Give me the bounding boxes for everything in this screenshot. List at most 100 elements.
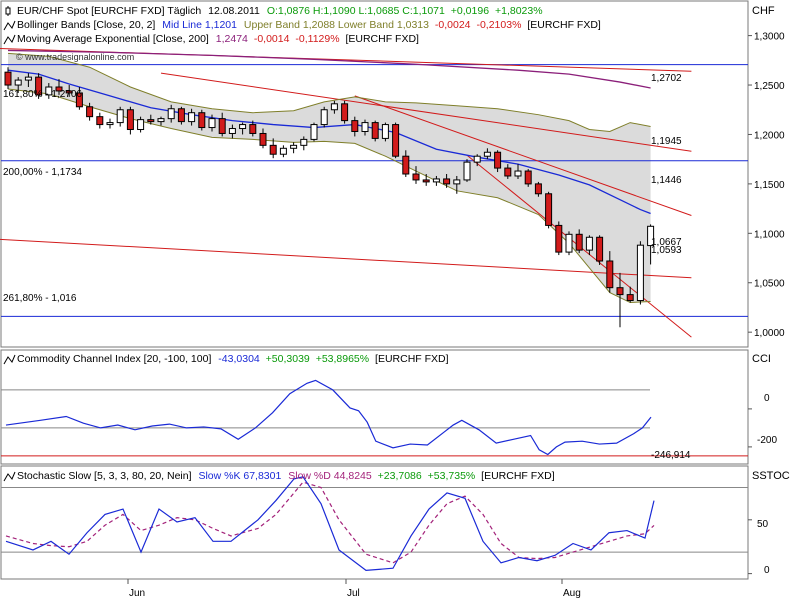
- trendline-label-4: 1,0667: [651, 237, 682, 248]
- candle: [361, 119, 369, 136]
- candle: [330, 100, 338, 114]
- candle-body: [35, 76, 43, 96]
- candle: [432, 175, 440, 186]
- trendline-label-2: 1,1945: [651, 136, 682, 147]
- candle: [636, 241, 644, 305]
- candle: [494, 150, 502, 173]
- candle: [116, 106, 124, 127]
- candle-body: [412, 173, 420, 181]
- month-label-jul: Jul: [347, 588, 360, 599]
- time-axis: Jun Jul Aug: [127, 579, 581, 599]
- candle: [534, 181, 542, 197]
- trendline: [0, 238, 692, 279]
- candle: [75, 87, 83, 110]
- candle: [4, 67, 12, 89]
- trendline-label-5: 1,0593: [651, 245, 682, 256]
- trendline-label-1: 1,2702: [651, 73, 682, 84]
- candle: [86, 102, 94, 121]
- ema-legend-value: 1,2474: [216, 33, 248, 45]
- cci-min-label: -246,914: [651, 450, 691, 461]
- candle: [96, 112, 104, 129]
- candle: [24, 73, 32, 88]
- candle: [616, 272, 624, 328]
- svg-text:Commodity Channel Index [20, -: Commodity Channel Index [20, -100, 100] …: [17, 353, 449, 365]
- candle: [310, 122, 318, 142]
- candle: [320, 106, 328, 128]
- watermark: © www.tradesignalonline.com: [16, 52, 134, 62]
- candle: [126, 106, 134, 135]
- bollinger-legend-change: -0,0024: [435, 19, 471, 31]
- candle-body: [626, 294, 634, 302]
- bollinger-band-area: [8, 53, 651, 303]
- stoch-legend: Stochastic Slow [5, 3, 3, 80, 20, Nein] …: [3, 470, 555, 482]
- bollinger-legend-bands: Upper Band 1,2088 Lower Band 1,0313: [244, 19, 429, 31]
- stoch-panel-frame: [0, 465, 749, 580]
- candle-body: [198, 112, 206, 129]
- ema-legend-symbol: [EURCHF FXD]: [345, 33, 419, 45]
- candle: [351, 116, 359, 137]
- candle: [422, 174, 430, 186]
- line-icon: [3, 34, 16, 45]
- candle-body: [55, 86, 63, 92]
- stoch-legend-k: Slow %K 67,8301: [198, 470, 281, 482]
- ema-legend-change: -0,0014: [254, 33, 290, 45]
- candle: [300, 136, 308, 151]
- candle-body: [290, 144, 298, 149]
- stoch-d-line: [5, 481, 655, 564]
- candlesticks: [4, 67, 655, 328]
- candle: [381, 122, 389, 142]
- candle-body: [167, 108, 175, 120]
- candle: [585, 235, 593, 256]
- bollinger-legend-mid: Mid Line 1,1201: [162, 19, 237, 31]
- candle: [453, 175, 461, 194]
- candle-body: [86, 106, 94, 118]
- candle: [483, 148, 491, 160]
- price-panel-frame: [0, 0, 749, 348]
- svg-text:Moving Average Exponential [Cl: Moving Average Exponential [Close, 200] …: [17, 33, 419, 45]
- candle: [565, 231, 573, 256]
- candle: [198, 109, 206, 131]
- stoch-legend-change: +23,7086: [378, 470, 422, 482]
- candle-body: [157, 118, 165, 123]
- bollinger-legend-title: Bollinger Bands [Close, 20, 2]: [17, 19, 155, 31]
- candle: [14, 77, 22, 93]
- stoch-tick-0: 0: [764, 565, 770, 576]
- candle-body: [300, 138, 308, 146]
- stoch-axis-label: SSTOC: [752, 470, 790, 482]
- candle: [249, 120, 257, 137]
- candle-body: [545, 193, 553, 226]
- svg-text:EUR/CHF Spot [EURCHF FXD] Tägl: EUR/CHF Spot [EURCHF FXD] Täglich 12.08.…: [17, 5, 543, 17]
- price-tick-label: 1,2000: [754, 130, 785, 141]
- fib-161-label: 161,80% - 1,2706: [3, 89, 82, 100]
- candle: [35, 73, 43, 99]
- candle-body: [259, 132, 267, 146]
- candle: [504, 164, 512, 179]
- price-axis-label: CHF: [752, 5, 775, 17]
- svg-text:Stochastic Slow [5, 3, 3, 80,: Stochastic Slow [5, 3, 3, 80, 20, Nein] …: [17, 470, 555, 482]
- line-icon: [3, 471, 16, 482]
- month-label-aug: Aug: [563, 588, 581, 599]
- candle: [371, 120, 379, 142]
- candle-body: [116, 109, 124, 124]
- price-tick-label: 1,1500: [754, 180, 785, 191]
- candle: [647, 224, 655, 265]
- candle: [45, 83, 53, 99]
- candle-body: [96, 116, 104, 126]
- candle: [239, 122, 247, 135]
- fib-261-label: 261,80% - 1,016: [3, 293, 77, 304]
- candle-body: [494, 151, 502, 169]
- candle-body: [126, 109, 134, 131]
- price-axis-ticks: 1,3000 1,2500 1,2000 1,1500 1,1000 1,0500 1,00…: [748, 32, 785, 339]
- candle-body: [443, 178, 451, 185]
- candle-body: [14, 79, 22, 86]
- candle-body: [269, 144, 277, 155]
- candle: [473, 154, 481, 167]
- trendline-label-3: 1,1446: [651, 175, 682, 186]
- candle: [218, 112, 226, 137]
- cci-legend-title: Commodity Channel Index [20, -100, 100]: [17, 353, 211, 365]
- candle-body: [371, 122, 379, 139]
- candle-body: [636, 244, 644, 302]
- candle-body: [524, 170, 532, 185]
- fib-200-label: 200,00% - 1,1734: [3, 167, 82, 178]
